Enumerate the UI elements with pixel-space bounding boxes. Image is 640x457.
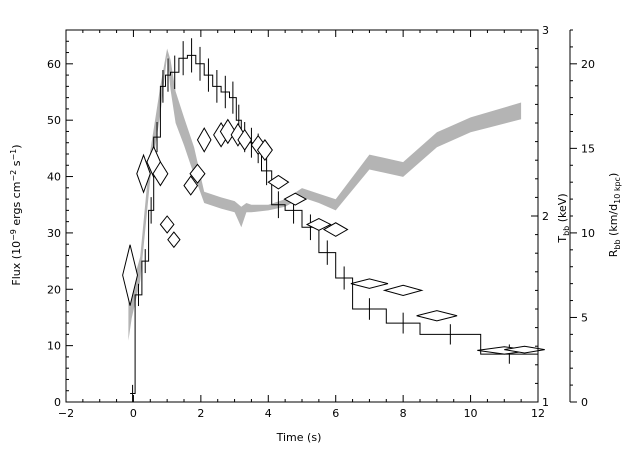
x-tick-label: 0 (130, 407, 137, 420)
rbb-diamond (305, 217, 332, 231)
x-tick-label: 6 (332, 407, 339, 420)
rbb-diamond (167, 231, 181, 249)
y-axis-label-left: Flux (10−9 ergs cm−2 s−1) (9, 144, 23, 285)
y-right-mid-tick-label: 3 (542, 24, 549, 37)
rbb-diamond (256, 139, 273, 162)
y-right-outer-tick-label: 20 (581, 58, 595, 71)
rbb-diamond (350, 278, 389, 289)
rbb-diamond (196, 127, 212, 153)
x-axis-label: Time (s) (276, 431, 322, 444)
rbb-diamond (267, 174, 290, 190)
rbb-diamond (152, 160, 169, 187)
y-left-tick-label: 40 (47, 171, 61, 184)
rbb-diamond (283, 192, 308, 206)
plot-band-layer (128, 48, 522, 341)
y-left-tick-label: 10 (47, 340, 61, 353)
rbb-diamond (189, 163, 206, 184)
rbb-diamond (136, 153, 151, 194)
x-tick-label: −2 (58, 407, 74, 420)
rbb-diamond (122, 244, 138, 306)
x-tick-label: 4 (265, 407, 272, 420)
rbb-diamond (322, 222, 349, 237)
y-right-outer-tick-label: 0 (581, 396, 588, 409)
y-right-outer-tick-label: 5 (581, 311, 588, 324)
rbb-diamond (159, 215, 175, 234)
y-right-mid-tick-label: 2 (542, 210, 549, 223)
y-left-tick-label: 0 (54, 396, 61, 409)
y-left-tick-label: 30 (47, 227, 61, 240)
y-right-outer-tick-label: 10 (581, 227, 595, 240)
tbb-band (128, 48, 522, 341)
y-axis-label-right-mid: Tbb (keV) (556, 193, 571, 243)
y-left-tick-label: 50 (47, 114, 61, 127)
plot-diamond-layer (122, 118, 545, 355)
rbb-diamond (416, 310, 458, 322)
rbb-diamond (237, 128, 253, 151)
y-right-mid-tick-label: 1 (542, 396, 549, 409)
rbb-diamond (504, 345, 545, 354)
rbb-diamond (183, 175, 199, 196)
x-tick-label: 12 (531, 407, 545, 420)
x-tick-label: 8 (400, 407, 407, 420)
y-right-outer-tick-label: 15 (581, 142, 595, 155)
y-axis-label-right-outer: Rbb (km/d10 kpc) (607, 173, 622, 258)
y-left-tick-label: 20 (47, 283, 61, 296)
rbb-diamond (382, 284, 424, 296)
x-tick-label: 2 (197, 407, 204, 420)
plot-hist-layer (130, 38, 538, 403)
y-left-tick-label: 60 (47, 58, 61, 71)
x-tick-label: 10 (464, 407, 478, 420)
